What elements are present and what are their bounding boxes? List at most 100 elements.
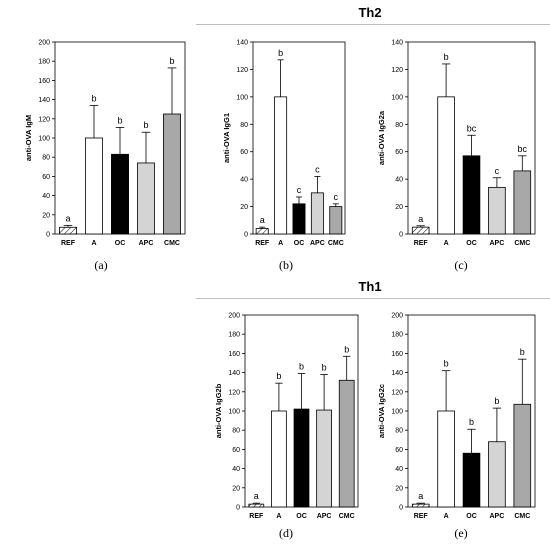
bar-apc (310, 192, 324, 235)
y-tick-label: 160 (391, 351, 403, 358)
bar-oc (292, 203, 306, 235)
th1-divider (196, 298, 550, 299)
bar-ref (411, 503, 430, 508)
y-tick-label: 120 (228, 389, 240, 396)
significance-letter: b (344, 344, 349, 354)
caption-c: (c) (454, 258, 468, 272)
significance-letter: c (315, 164, 320, 174)
y-tick-label: 160 (38, 78, 50, 85)
significance-letter: a (254, 491, 259, 501)
x-tick-label: REF (61, 240, 76, 247)
significance-letter: b (299, 362, 304, 372)
x-tick-label: CMC (339, 513, 355, 520)
significance-letter: b (444, 359, 449, 369)
y-tick-label: 80 (42, 155, 50, 162)
y-tick-label: 200 (38, 40, 50, 47)
bar-apc (488, 441, 506, 508)
y-axis-label: anti-OVA IgG2b (214, 383, 223, 438)
significance-letter: a (260, 215, 265, 225)
x-tick-label: CMC (328, 240, 344, 247)
x-tick-label: CMC (514, 240, 530, 247)
bar-oc (293, 408, 310, 508)
y-tick-label: 120 (236, 67, 248, 74)
y-tick-label: 20 (232, 485, 240, 492)
bar-ref (248, 503, 265, 508)
bar-ref (411, 226, 430, 235)
chart-panel-a: 0 20 40 60 80 100 120 140 160 180 200 anti-OVA IgM a… (24, 40, 186, 247)
significance-letter: b (278, 48, 283, 58)
bar-ref (59, 226, 77, 235)
y-tick-label: 0 (46, 232, 50, 239)
y-tick-label: 180 (391, 332, 403, 339)
y-tick-label: 180 (228, 332, 240, 339)
caption-a: (a) (94, 258, 108, 272)
th2-divider (196, 24, 550, 25)
y-tick-label: 140 (228, 370, 240, 377)
y-tick-label: 40 (232, 466, 240, 473)
significance-letter: a (418, 214, 423, 224)
x-tick-label: A (276, 513, 281, 520)
y-tick-label: 20 (240, 204, 248, 211)
significance-letter: b (444, 52, 449, 62)
bar-a (271, 410, 287, 508)
x-tick-label: REF (255, 240, 270, 247)
significance-letter: bc (518, 144, 528, 154)
bar-a (437, 96, 455, 235)
y-tick-label: 40 (240, 177, 248, 184)
y-tick-label: 60 (232, 447, 240, 454)
bar-cmc (338, 379, 355, 508)
y-axis-label: anti-OVA IgG2c (377, 384, 386, 438)
significance-letter: b (169, 56, 174, 66)
y-tick-label: 180 (38, 59, 50, 66)
y-tick-label: 0 (236, 505, 240, 512)
y-tick-label: 40 (395, 466, 403, 473)
x-tick-label: APC (310, 240, 325, 247)
bar-oc (462, 155, 481, 235)
bar-ref (255, 228, 269, 235)
y-tick-label: 20 (395, 204, 403, 211)
x-tick-label: APC (490, 513, 505, 520)
y-tick-label: 140 (391, 40, 403, 47)
significance-letter: b (469, 417, 474, 427)
chart-panel-d: 0 20 40 60 80 100 120 140 160 180 200 anti-OVA IgG2… (214, 313, 359, 520)
y-tick-label: 80 (240, 122, 248, 129)
th2-group-title: Th2 (358, 5, 382, 20)
x-tick-label: A (444, 513, 449, 520)
bar-a (85, 137, 103, 235)
bar-cmc (329, 206, 343, 235)
bar-cmc (513, 403, 532, 508)
significance-letter: b (322, 363, 327, 373)
y-tick-label: 100 (236, 94, 248, 101)
significance-letter: c (297, 185, 302, 195)
y-tick-label: 100 (391, 94, 403, 101)
x-tick-label: REF (249, 513, 264, 520)
y-tick-label: 140 (38, 97, 50, 104)
significance-letter: bc (467, 123, 477, 133)
y-tick-label: 20 (42, 212, 50, 219)
x-tick-label: A (278, 240, 283, 247)
bar-cmc (163, 113, 181, 235)
chart-panel-c: 0 20 40 60 80 100 120 140 anti-OVA IgG2a a REF b Abc… (377, 40, 536, 247)
caption-b: (b) (279, 258, 293, 272)
y-tick-label: 160 (228, 351, 240, 358)
significance-letter: b (91, 93, 96, 103)
significance-letter: a (418, 491, 423, 501)
y-tick-label: 200 (228, 313, 240, 320)
bar-a (437, 410, 455, 508)
y-tick-label: 80 (395, 428, 403, 435)
y-tick-label: 120 (391, 389, 403, 396)
y-axis-label: anti-OVA IgM (24, 115, 33, 161)
bar-apc (316, 409, 332, 508)
y-tick-label: 60 (42, 174, 50, 181)
y-tick-label: 140 (391, 370, 403, 377)
y-tick-label: 0 (399, 232, 403, 239)
significance-letter: b (117, 115, 122, 125)
bar-cmc (513, 170, 532, 235)
y-tick-label: 80 (232, 428, 240, 435)
bar-oc (462, 452, 481, 508)
significance-letter: c (334, 192, 339, 202)
y-tick-label: 120 (38, 116, 50, 123)
x-tick-label: APC (317, 513, 332, 520)
x-tick-label: OC (115, 240, 126, 247)
x-tick-label: A (91, 240, 96, 247)
